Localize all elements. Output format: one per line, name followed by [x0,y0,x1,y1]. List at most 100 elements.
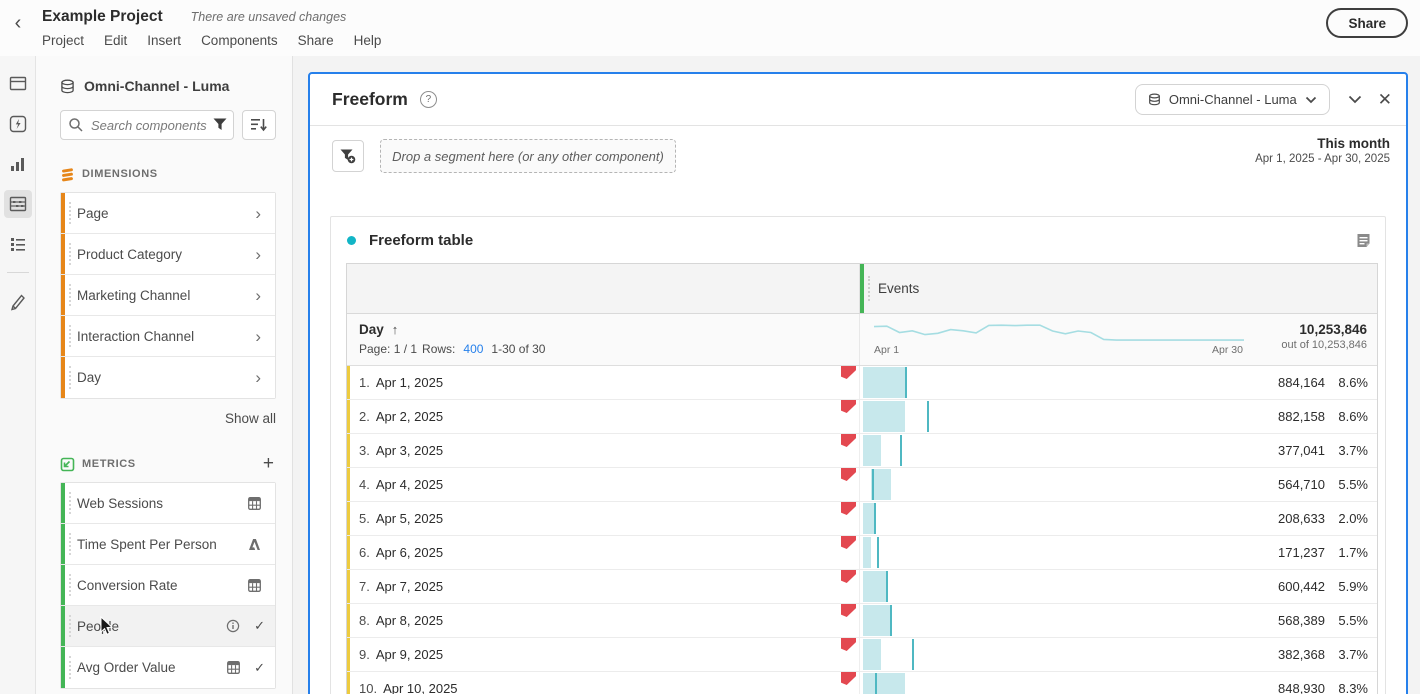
add-metric-button[interactable]: + [262,453,274,474]
search-input[interactable] [60,110,234,140]
events-column-header[interactable]: Events [860,264,1377,313]
filter-icon[interactable] [213,118,227,131]
dimension-item-product-category[interactable]: Product Category › [61,234,275,275]
dimension-label: Page [77,205,109,221]
table-settings-icon[interactable] [1356,233,1371,248]
events-value-cell[interactable]: 382,368 3.7% [860,638,1377,671]
back-button[interactable]: ‹ [0,0,36,56]
day-header-cell[interactable]: Day ↑ Page: 1 / 1 Rows: 400 1-30 of 30 [347,314,860,365]
dimension-item-day[interactable]: Day › [61,357,275,398]
day-cell[interactable]: 7. Apr 7, 2025 [347,570,860,603]
dimension-item-interaction-channel[interactable]: Interaction Channel › [61,316,275,357]
menu-help[interactable]: Help [353,33,382,48]
menu-share[interactable]: Share [297,33,334,48]
dimension-item-marketing-channel[interactable]: Marketing Channel › [61,275,275,316]
show-all-link[interactable]: Show all [224,411,276,426]
visualizations-icon[interactable] [4,150,32,178]
drag-handle-icon [69,492,71,514]
events-value-cell[interactable]: 171,237 1.7% [860,536,1377,569]
search-box [60,110,234,140]
events-value-cell[interactable]: 377,041 3.7% [860,434,1377,467]
panels-icon[interactable] [4,70,32,98]
events-value: 171,237 [1278,545,1325,560]
row-number: 3. [359,443,370,458]
menu-edit[interactable]: Edit [104,33,128,48]
sort-ascending-icon[interactable]: ↑ [391,322,399,337]
calculator-icon [248,578,261,592]
dimension-column-header[interactable] [347,264,860,313]
metric-item-people[interactable]: People ✓ [61,606,275,647]
events-value: 377,041 [1278,443,1325,458]
info-icon [226,619,240,633]
chevron-right-icon[interactable]: › [255,368,261,387]
drag-handle-icon[interactable] [868,276,870,301]
metric-item-avg-order-value[interactable]: Avg Order Value ✓ [61,647,275,688]
help-icon[interactable]: ? [419,91,437,108]
table-row: 7. Apr 7, 2025 600,442 5.9% [347,570,1377,604]
day-cell[interactable]: 4. Apr 4, 2025 [347,468,860,501]
events-value-cell[interactable]: 208,633 2.0% [860,502,1377,535]
table-of-contents-icon[interactable] [4,230,32,258]
components-icon[interactable] [3,190,32,218]
events-value-cell[interactable]: 564,710 5.5% [860,468,1377,501]
segment-drop-zone[interactable]: Drop a segment here (or any other compon… [380,139,676,173]
freeform-table: Events Day ↑ Page: 1 / 1 [346,263,1378,694]
chevron-right-icon[interactable]: › [255,285,261,305]
events-value-cell[interactable]: 600,442 5.9% [860,570,1377,603]
events-value-cell[interactable]: 884,164 8.6% [860,366,1377,399]
table-row: 4. Apr 4, 2025 564,710 5.5% [347,468,1377,502]
metric-item-time-spent-per-person[interactable]: Time Spent Per Person [61,524,275,565]
day-cell[interactable]: 5. Apr 5, 2025 [347,502,860,535]
collapse-panel-button[interactable] [1348,95,1362,104]
day-cell[interactable]: 3. Apr 3, 2025 [347,434,860,467]
events-value: 564,710 [1278,477,1325,492]
row-day-label: Apr 1, 2025 [375,375,444,390]
component-sidebar: Omni-Channel - Luma DIMENSIONS Page›Prod… [36,56,293,694]
events-total-cell[interactable]: Apr 1 Apr 30 10,253,846 out of 10,253,84… [860,314,1377,365]
quick-insights-icon[interactable] [4,110,32,138]
anomaly-flag-icon [841,434,856,447]
chevron-right-icon[interactable]: › [255,326,261,346]
chevron-right-icon[interactable]: › [255,203,261,223]
add-segment-filter-button[interactable] [332,140,364,172]
events-column-label: Events [878,281,920,296]
events-percent: 2.0% [1338,511,1368,526]
dataset-header[interactable]: Omni-Channel - Luma [60,78,276,94]
table-totals-row: Day ↑ Page: 1 / 1 Rows: 400 1-30 of 30 [347,314,1377,366]
dimension-item-page[interactable]: Page › [61,193,275,234]
row-day-label: Apr 10, 2025 [383,681,458,694]
dataset-selector-dropdown[interactable]: Omni-Channel - Luma [1134,84,1330,115]
date-range-picker[interactable]: This month Apr 1, 2025 - Apr 30, 2025 [1255,136,1390,165]
style-icon[interactable] [4,287,32,315]
menu-components[interactable]: Components [201,33,278,48]
spark-end-label: Apr 30 [1212,344,1243,356]
table-row: 3. Apr 3, 2025 377,041 3.7% [347,434,1377,468]
close-panel-button[interactable]: ✕ [1377,90,1392,109]
day-cell[interactable]: 9. Apr 9, 2025 [347,638,860,671]
chevron-right-icon[interactable]: › [255,244,261,264]
menu-project[interactable]: Project [42,33,85,48]
dimension-color-bar [61,275,65,315]
unsaved-changes-notice: There are unsaved changes [190,10,347,24]
events-value-cell[interactable]: 848,930 8.3% [860,672,1377,694]
rows-label: Rows: [422,342,456,356]
rows-per-page-link[interactable]: 400 [463,342,484,356]
day-cell[interactable]: 10. Apr 10, 2025 [347,672,860,694]
menu-insert[interactable]: Insert [147,33,182,48]
value-line [877,537,879,568]
metric-label: Web Sessions [77,495,164,511]
day-cell[interactable]: 1. Apr 1, 2025 [347,366,860,399]
metric-item-conversion-rate[interactable]: Conversion Rate [61,565,275,606]
share-button[interactable]: Share [1326,8,1408,38]
day-cell[interactable]: 8. Apr 8, 2025 [347,604,860,637]
events-percent: 5.5% [1338,477,1368,492]
day-cell[interactable]: 2. Apr 2, 2025 [347,400,860,433]
metric-item-web-sessions[interactable]: Web Sessions [61,483,275,524]
value-line [875,673,877,694]
sort-button[interactable] [242,110,276,140]
events-value-cell[interactable]: 882,158 8.6% [860,400,1377,433]
events-value-cell[interactable]: 568,389 5.5% [860,604,1377,637]
search-icon [69,118,83,132]
table-row: 1. Apr 1, 2025 884,164 8.6% [347,366,1377,400]
day-cell[interactable]: 6. Apr 6, 2025 [347,536,860,569]
